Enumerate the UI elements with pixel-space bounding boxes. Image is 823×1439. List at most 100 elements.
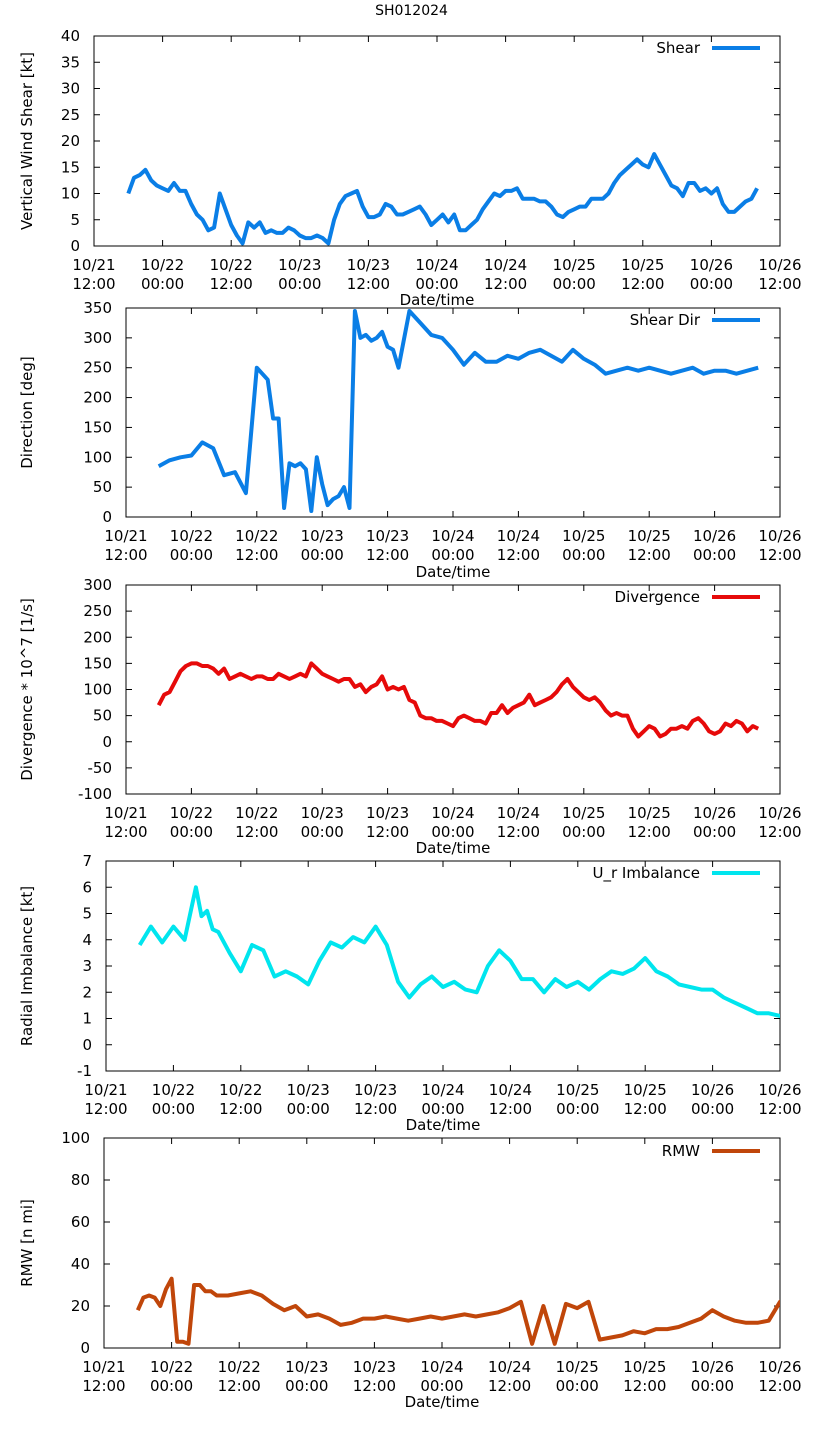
x-tick-label-time: 12:00 bbox=[84, 1100, 127, 1118]
x-tick-label-time: 00:00 bbox=[170, 823, 213, 841]
x-tick-label-time: 12:00 bbox=[72, 275, 115, 293]
x-axis-label: Date/time bbox=[416, 563, 491, 581]
x-tick-label-date: 10/24 bbox=[431, 804, 474, 822]
x-tick-label-date: 10/22 bbox=[235, 804, 278, 822]
y-tick-label: 40 bbox=[71, 1255, 90, 1273]
y-tick-label: 50 bbox=[93, 478, 112, 496]
x-tick-label-date: 10/21 bbox=[72, 256, 115, 274]
y-tick-label: -1 bbox=[77, 1062, 92, 1080]
x-tick-label-time: 00:00 bbox=[421, 1100, 464, 1118]
legend-label: RMW bbox=[662, 1142, 700, 1160]
y-axis-label: Vertical Wind Shear [kt] bbox=[18, 52, 36, 230]
x-tick-label-time: 00:00 bbox=[693, 546, 736, 564]
x-tick-label-time: 12:00 bbox=[104, 546, 147, 564]
x-tick-label-date: 10/24 bbox=[497, 527, 540, 545]
x-tick-label-date: 10/25 bbox=[556, 1358, 599, 1376]
x-tick-label-date: 10/26 bbox=[758, 527, 801, 545]
y-tick-label: 6 bbox=[82, 878, 92, 896]
x-tick-label-time: 12:00 bbox=[623, 1377, 666, 1395]
x-tick-label-time: 12:00 bbox=[758, 1100, 801, 1118]
y-axis-label: Direction [deg] bbox=[18, 356, 36, 469]
y-tick-label: 350 bbox=[83, 299, 112, 317]
y-axis-label: RMW [n mi] bbox=[18, 1199, 36, 1287]
x-tick-label-time: 12:00 bbox=[758, 275, 801, 293]
x-tick-label-time: 12:00 bbox=[235, 546, 278, 564]
x-tick-label-time: 00:00 bbox=[152, 1100, 195, 1118]
x-tick-label-time: 00:00 bbox=[562, 823, 605, 841]
x-tick-label-date: 10/23 bbox=[353, 1358, 396, 1376]
x-tick-label-date: 10/21 bbox=[82, 1358, 125, 1376]
y-tick-label: 30 bbox=[61, 80, 80, 98]
plot-frame bbox=[125, 307, 781, 518]
x-tick-label-time: 00:00 bbox=[150, 1377, 193, 1395]
x-axis-label: Date/time bbox=[405, 1393, 480, 1411]
x-axis-label: Date/time bbox=[406, 1116, 481, 1134]
x-tick-label-date: 10/22 bbox=[170, 804, 213, 822]
plot-frame bbox=[105, 860, 781, 1072]
x-tick-label-date: 10/23 bbox=[301, 804, 344, 822]
series-line-shear-dir bbox=[157, 309, 759, 513]
x-tick-label-date: 10/26 bbox=[691, 1358, 734, 1376]
x-tick-label-date: 10/24 bbox=[488, 1358, 531, 1376]
y-tick-label: 100 bbox=[83, 448, 112, 466]
x-tick-label-date: 10/23 bbox=[301, 527, 344, 545]
x-tick-label-time: 00:00 bbox=[431, 546, 474, 564]
y-tick-label: 15 bbox=[61, 158, 80, 176]
x-axis-label: Date/time bbox=[416, 839, 491, 857]
y-tick-label: 200 bbox=[83, 389, 112, 407]
x-tick-label-time: 00:00 bbox=[415, 275, 458, 293]
x-tick-label-time: 12:00 bbox=[104, 823, 147, 841]
x-tick-label-time: 00:00 bbox=[301, 546, 344, 564]
y-tick-label: 250 bbox=[83, 602, 112, 620]
x-tick-label-time: 00:00 bbox=[691, 1377, 734, 1395]
chart-rmw: 02040608010010/2112:0010/2200:0010/2212:… bbox=[18, 1129, 802, 1411]
x-tick-label-date: 10/24 bbox=[489, 1081, 532, 1099]
x-axis-label: Date/time bbox=[400, 291, 475, 309]
x-tick-label-time: 12:00 bbox=[219, 1100, 262, 1118]
y-tick-label: 60 bbox=[71, 1213, 90, 1231]
x-tick-label-date: 10/21 bbox=[104, 804, 147, 822]
y-tick-label: 10 bbox=[61, 185, 80, 203]
x-tick-label-time: 12:00 bbox=[366, 823, 409, 841]
x-tick-label-date: 10/26 bbox=[758, 1358, 801, 1376]
y-tick-label: 0 bbox=[102, 733, 112, 751]
x-tick-label-date: 10/22 bbox=[152, 1081, 195, 1099]
y-tick-label: 40 bbox=[61, 27, 80, 45]
x-tick-label-date: 10/23 bbox=[287, 1081, 330, 1099]
y-tick-label: 1 bbox=[82, 1010, 92, 1028]
x-tick-label-date: 10/25 bbox=[623, 1358, 666, 1376]
x-tick-label-time: 12:00 bbox=[758, 1377, 801, 1395]
y-tick-label: 3 bbox=[82, 957, 92, 975]
chart-shear: 051015202530354010/2112:0010/2200:0010/2… bbox=[18, 27, 802, 309]
x-tick-label-date: 10/23 bbox=[366, 804, 409, 822]
y-tick-label: 150 bbox=[83, 418, 112, 436]
x-tick-label-date: 10/26 bbox=[758, 256, 801, 274]
x-tick-label-date: 10/23 bbox=[347, 256, 390, 274]
x-tick-label-date: 10/22 bbox=[150, 1358, 193, 1376]
chart-direction: 05010015020025030035010/2112:0010/2200:0… bbox=[18, 299, 802, 581]
series-line-rmw bbox=[135, 1276, 780, 1346]
y-tick-label: 0 bbox=[80, 1339, 90, 1357]
y-tick-label: 25 bbox=[61, 106, 80, 124]
y-tick-label: 300 bbox=[83, 329, 112, 347]
x-tick-label-time: 12:00 bbox=[347, 275, 390, 293]
x-tick-label-date: 10/24 bbox=[484, 256, 527, 274]
x-tick-label-date: 10/22 bbox=[141, 256, 184, 274]
page-title: SH012024 bbox=[375, 3, 448, 19]
x-tick-label-date: 10/24 bbox=[497, 804, 540, 822]
x-tick-label-time: 00:00 bbox=[170, 546, 213, 564]
y-tick-label: 0 bbox=[102, 508, 112, 526]
y-tick-label: 0 bbox=[70, 237, 80, 255]
x-tick-label-time: 00:00 bbox=[693, 823, 736, 841]
x-tick-label-time: 12:00 bbox=[497, 823, 540, 841]
x-tick-label-time: 12:00 bbox=[484, 275, 527, 293]
y-tick-label: 100 bbox=[83, 681, 112, 699]
y-tick-label: 35 bbox=[61, 53, 80, 71]
series-line-u-r-imbalance bbox=[137, 885, 780, 1018]
x-tick-label-time: 00:00 bbox=[691, 1100, 734, 1118]
x-tick-label-date: 10/22 bbox=[235, 527, 278, 545]
y-tick-label: 100 bbox=[61, 1129, 90, 1147]
y-tick-label: 20 bbox=[61, 132, 80, 150]
x-tick-label-time: 12:00 bbox=[353, 1377, 396, 1395]
x-tick-label-date: 10/26 bbox=[691, 1081, 734, 1099]
